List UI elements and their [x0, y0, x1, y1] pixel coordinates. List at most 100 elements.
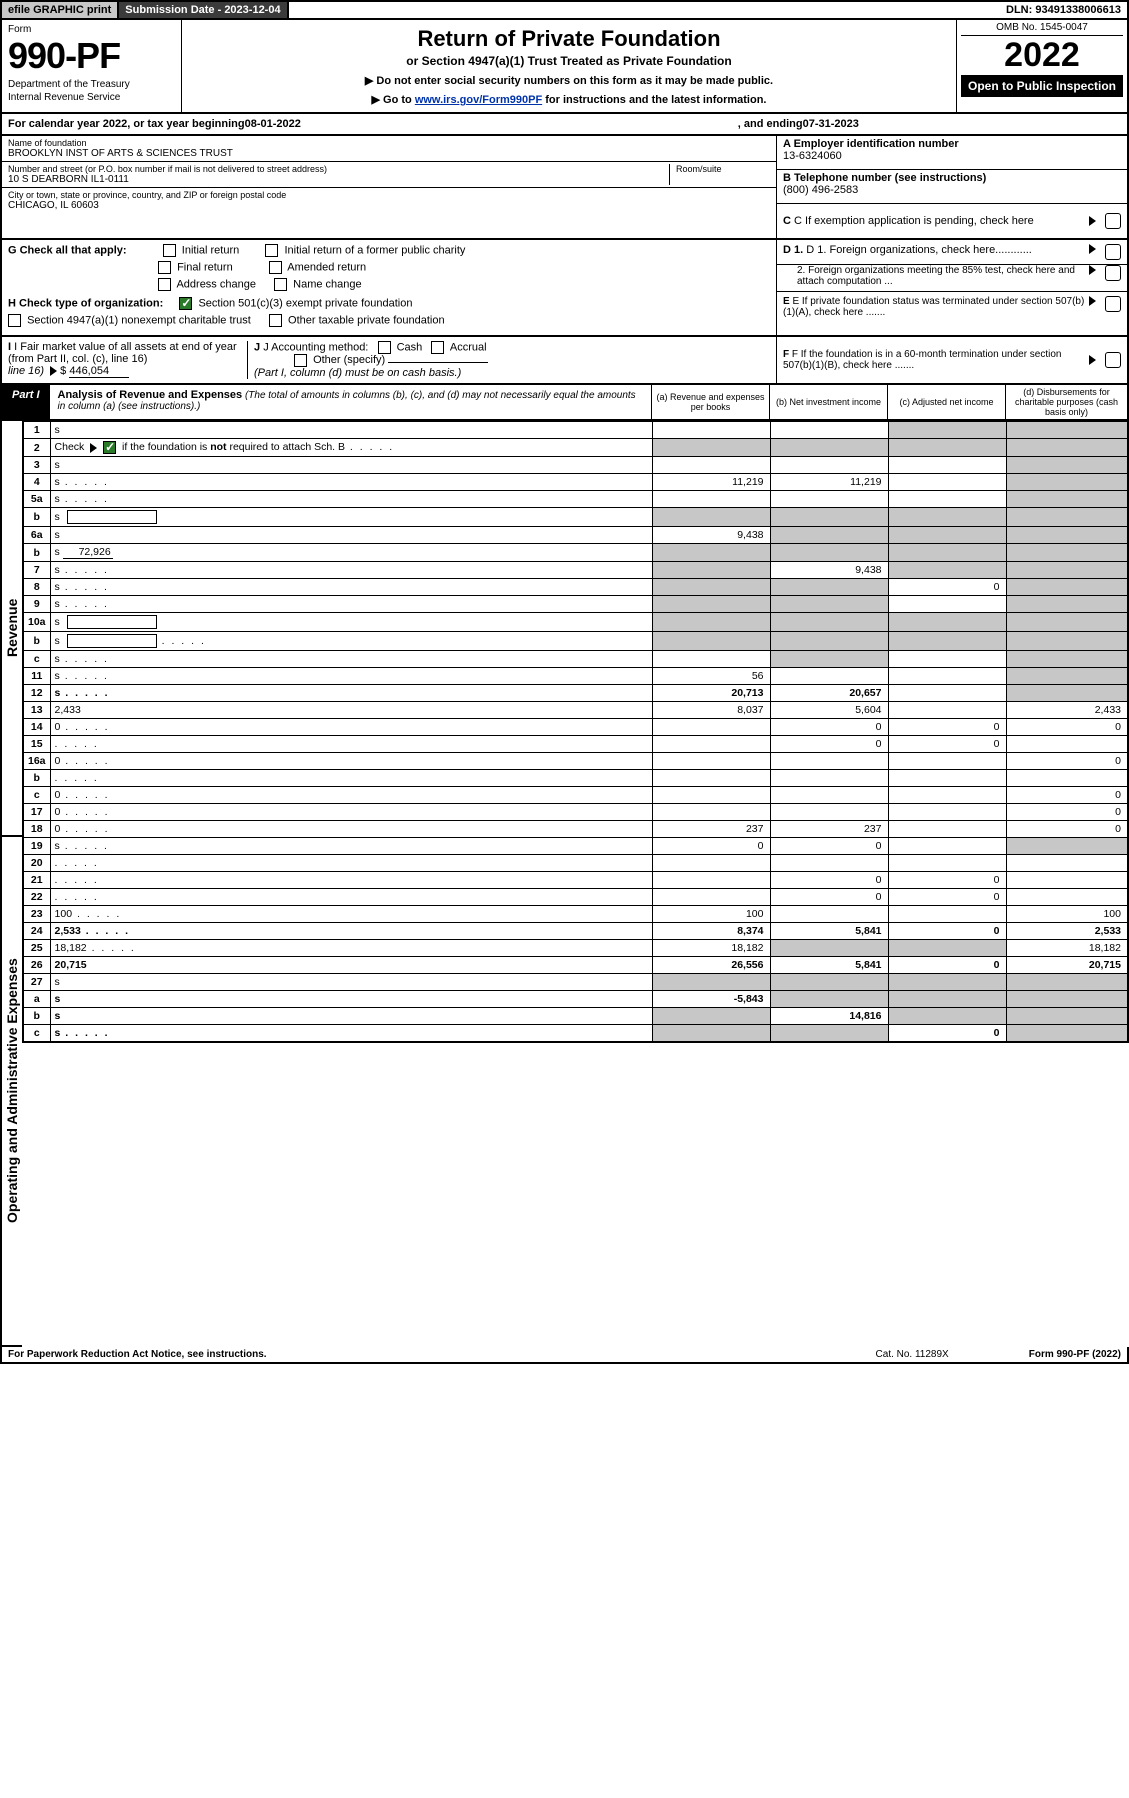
checkbox-d1[interactable] — [1105, 244, 1121, 260]
check-right: D 1. D 1. Foreign organizations, check h… — [777, 240, 1127, 335]
cell-b: 0 — [770, 872, 888, 889]
table-row: bs14,816 — [23, 1008, 1128, 1025]
cell-d — [1006, 544, 1128, 562]
cell-c — [888, 940, 1006, 957]
cell-c — [888, 439, 1006, 457]
cell-a — [652, 804, 770, 821]
room-suite-label: Room/suite — [676, 164, 770, 174]
cell-a: 56 — [652, 668, 770, 685]
cell-a: 8,374 — [652, 923, 770, 940]
checkbox-501c3[interactable] — [179, 297, 192, 310]
irs-link[interactable]: www.irs.gov/Form990PF — [415, 94, 542, 106]
cell-c: 0 — [888, 719, 1006, 736]
cell-a — [652, 596, 770, 613]
efile-print-button[interactable]: efile GRAPHIC print — [2, 2, 119, 18]
row-desc: 20,715 — [50, 957, 652, 974]
row-desc: s — [50, 596, 652, 613]
form-header: Form 990-PF Department of the Treasury I… — [0, 20, 1129, 114]
cell-b — [770, 651, 888, 668]
exemption-pending-cell: C C If exemption application is pending,… — [777, 204, 1127, 238]
row-number: 5a — [23, 491, 50, 508]
cell-d — [1006, 491, 1128, 508]
cell-d — [1006, 855, 1128, 872]
cell-c: 0 — [888, 1025, 1006, 1043]
checkbox-sch-b[interactable] — [103, 441, 116, 454]
checkbox-initial-return[interactable] — [163, 244, 176, 257]
table-row: bs — [23, 508, 1128, 527]
cell-d — [1006, 613, 1128, 632]
row-desc: s — [50, 668, 652, 685]
row-desc: 2,533 — [50, 923, 652, 940]
cell-d — [1006, 889, 1128, 906]
cell-d — [1006, 1008, 1128, 1025]
cell-b — [770, 668, 888, 685]
checkbox-accrual[interactable] — [431, 341, 444, 354]
cell-c — [888, 668, 1006, 685]
cell-b — [770, 804, 888, 821]
checkbox-d2[interactable] — [1105, 265, 1121, 281]
checkbox-other-taxable[interactable] — [269, 314, 282, 327]
cell-c: 0 — [888, 736, 1006, 753]
cell-b — [770, 787, 888, 804]
row-number: 20 — [23, 855, 50, 872]
part1-desc: Analysis of Revenue and Expenses (The to… — [50, 385, 651, 419]
col-b-header: (b) Net investment income — [769, 385, 887, 419]
row-number: 12 — [23, 685, 50, 702]
cell-c: 0 — [888, 889, 1006, 906]
checkbox-e[interactable] — [1105, 296, 1121, 312]
row-desc: s — [50, 508, 652, 527]
cell-a: 18,182 — [652, 940, 770, 957]
cell-c — [888, 632, 1006, 651]
form-label: Form — [8, 24, 175, 35]
info-left: Name of foundation BROOKLYN INST OF ARTS… — [2, 136, 777, 238]
row-number: 24 — [23, 923, 50, 940]
table-row: 5as — [23, 491, 1128, 508]
cell-b — [770, 508, 888, 527]
cell-d — [1006, 770, 1128, 787]
cell-c: 0 — [888, 923, 1006, 940]
phone-value: (800) 496-2583 — [783, 184, 1121, 196]
cell-a — [652, 974, 770, 991]
cell-b — [770, 632, 888, 651]
header-center: Return of Private Foundation or Section … — [182, 20, 957, 112]
checkbox-initial-former[interactable] — [265, 244, 278, 257]
row-number: 18 — [23, 821, 50, 838]
cell-d — [1006, 439, 1128, 457]
instruct-1: ▶ Do not enter social security numbers o… — [192, 74, 946, 87]
cell-b: 0 — [770, 889, 888, 906]
checkbox-4947[interactable] — [8, 314, 21, 327]
checkbox-cash[interactable] — [378, 341, 391, 354]
table-row: 23100100100 — [23, 906, 1128, 923]
table-row: 2620,71526,5565,841020,715 — [23, 957, 1128, 974]
row-desc: s — [50, 422, 652, 439]
form-ref: Form 990-PF (2022) — [1029, 1349, 1121, 1360]
checkbox-address-change[interactable] — [158, 278, 171, 291]
row-desc: s — [50, 1025, 652, 1043]
cell-c — [888, 613, 1006, 632]
checkbox-amended-return[interactable] — [269, 261, 282, 274]
row-number: 26 — [23, 957, 50, 974]
foundation-name-cell: Name of foundation BROOKLYN INST OF ARTS… — [2, 136, 776, 162]
line-f: F F If the foundation is in a 60-month t… — [777, 337, 1127, 383]
table-row: 2Check if the foundation is not required… — [23, 439, 1128, 457]
cell-d — [1006, 562, 1128, 579]
cell-d — [1006, 651, 1128, 668]
checkbox-other-method[interactable] — [294, 354, 307, 367]
cell-c — [888, 527, 1006, 544]
checkbox-c[interactable] — [1105, 213, 1121, 229]
row-desc: s — [50, 562, 652, 579]
checkbox-final-return[interactable] — [158, 261, 171, 274]
row-number: 23 — [23, 906, 50, 923]
line-h-2: Section 4947(a)(1) nonexempt charitable … — [8, 314, 770, 327]
row-number: b — [23, 508, 50, 527]
row-desc: 0 — [50, 787, 652, 804]
checkbox-f[interactable] — [1105, 352, 1121, 368]
checkbox-name-change[interactable] — [274, 278, 287, 291]
ein-cell: A Employer identification number 13-6324… — [777, 136, 1127, 170]
arrow-icon — [1089, 265, 1096, 275]
top-bar: efile GRAPHIC print Submission Date - 20… — [0, 0, 1129, 20]
cell-d — [1006, 991, 1128, 1008]
row-number: 13 — [23, 702, 50, 719]
row-number: 6a — [23, 527, 50, 544]
cell-d: 18,182 — [1006, 940, 1128, 957]
